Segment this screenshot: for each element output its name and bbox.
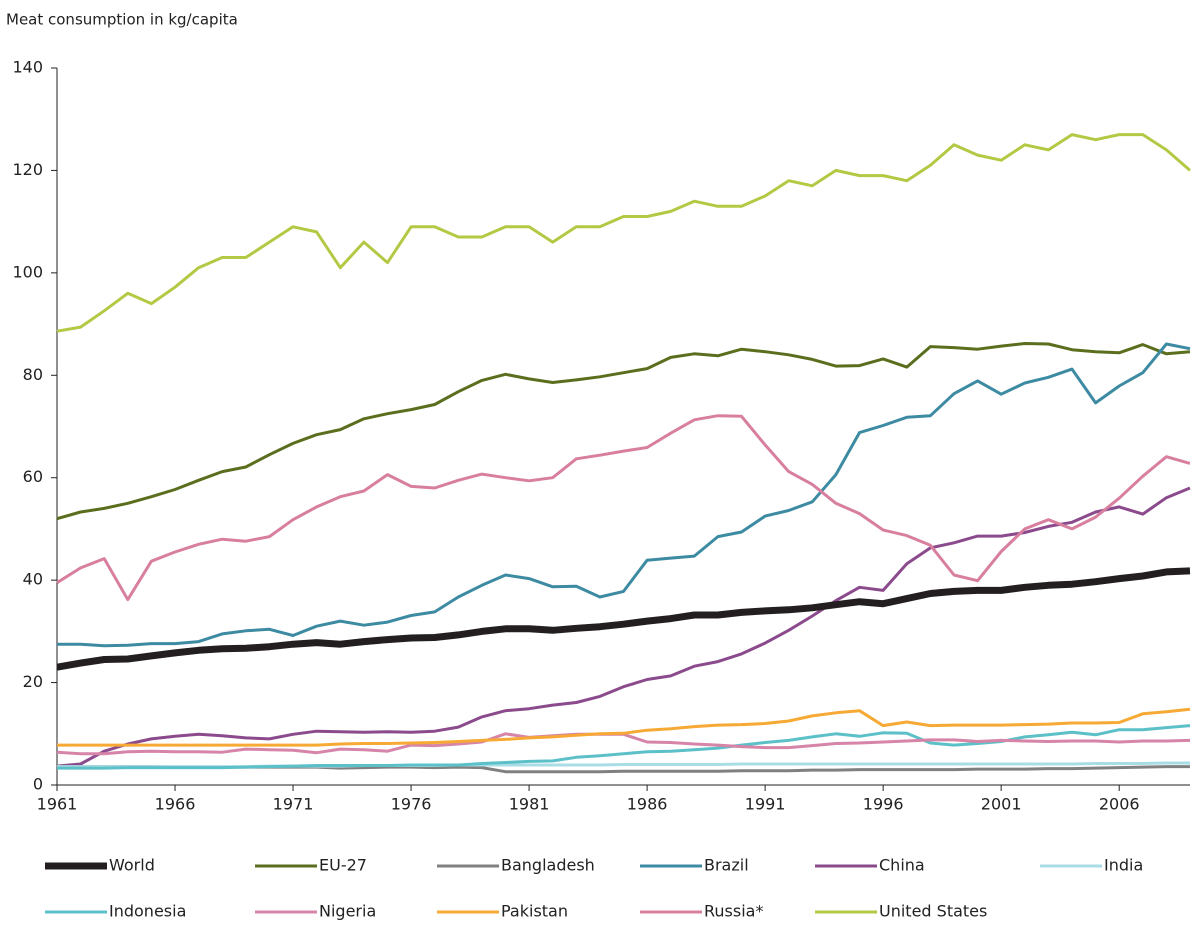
series-line <box>56 567 1191 671</box>
legend-label: Bangladesh <box>501 856 595 875</box>
x-tick-label: 2006 <box>1099 795 1140 814</box>
x-tick-label: 1996 <box>863 795 904 814</box>
x-tick-label: 1961 <box>37 795 78 814</box>
y-tick-label: 120 <box>12 160 43 179</box>
y-tick-label: 0 <box>33 775 43 794</box>
legend-label: China <box>879 856 925 875</box>
series-line <box>57 707 1191 747</box>
y-tick-label: 20 <box>23 672 43 691</box>
x-tick-label: 1986 <box>627 795 668 814</box>
y-tick-label: 60 <box>23 467 43 486</box>
series-line <box>56 133 1191 333</box>
y-tick-label: 100 <box>12 262 43 281</box>
y-tick-label: 80 <box>23 365 43 384</box>
x-tick-label: 1966 <box>155 795 196 814</box>
legend-label: Pakistan <box>501 902 568 921</box>
x-tick-label: 1971 <box>273 795 314 814</box>
legend-label: Brazil <box>704 856 749 875</box>
legend-label: Nigeria <box>319 902 376 921</box>
y-tick-label: 140 <box>12 58 43 77</box>
series-line <box>56 342 1191 521</box>
legend-label: EU-27 <box>319 856 367 875</box>
legend-label: Russia* <box>704 902 763 921</box>
legend-label: India <box>1104 856 1143 875</box>
x-tick-label: 1981 <box>509 795 550 814</box>
y-tick-label: 40 <box>23 570 43 589</box>
legend-label: World <box>109 856 155 875</box>
x-tick-label: 2001 <box>981 795 1022 814</box>
legend-label: United States <box>879 902 987 921</box>
x-tick-label: 1976 <box>391 795 432 814</box>
x-tick-label: 1991 <box>745 795 786 814</box>
series-line <box>56 486 1191 768</box>
y-axis-label: Meat consumption in kg/capita <box>6 11 238 29</box>
series-line <box>56 414 1191 602</box>
series-line <box>57 342 1191 648</box>
legend-label: Indonesia <box>109 902 186 921</box>
